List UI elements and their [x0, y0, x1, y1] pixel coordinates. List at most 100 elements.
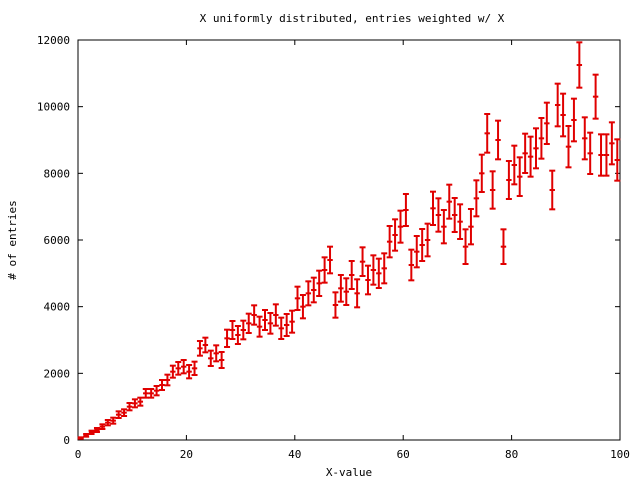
data-point — [164, 373, 171, 387]
data-marks — [77, 41, 621, 440]
x-tick-label: 80 — [505, 448, 518, 461]
data-point — [381, 252, 388, 285]
data-point — [603, 133, 610, 177]
data-point — [408, 248, 415, 282]
data-point — [608, 121, 615, 166]
data-point — [500, 228, 507, 265]
y-tick-label: 4000 — [44, 301, 71, 314]
data-point — [392, 218, 399, 252]
data-point — [229, 320, 236, 340]
y-tick-label: 6000 — [44, 234, 71, 247]
data-point — [142, 388, 149, 399]
data-point — [272, 303, 279, 327]
data-point — [202, 336, 209, 354]
data-point — [446, 183, 453, 220]
data-point — [196, 340, 203, 357]
data-point — [99, 423, 106, 430]
data-point — [359, 246, 366, 277]
data-point — [267, 312, 274, 335]
data-point — [126, 402, 133, 412]
data-point — [251, 304, 258, 326]
data-point — [364, 264, 371, 296]
data-point — [554, 82, 561, 128]
data-point — [614, 138, 621, 182]
data-point — [332, 291, 339, 319]
data-point — [386, 225, 393, 259]
data-point — [321, 256, 328, 284]
x-tick-label: 0 — [75, 448, 82, 461]
data-point — [511, 144, 518, 186]
data-point — [343, 277, 350, 306]
y-axis-label: # of entries — [6, 200, 19, 279]
data-point — [484, 113, 491, 154]
data-point — [110, 416, 117, 425]
data-point — [256, 315, 263, 338]
y-tick-label: 8000 — [44, 167, 71, 180]
data-point — [440, 209, 447, 245]
data-point — [543, 101, 550, 145]
data-point — [283, 313, 290, 337]
data-point — [570, 97, 577, 143]
data-point — [397, 209, 404, 244]
data-point — [598, 133, 605, 177]
x-tick-label: 40 — [288, 448, 301, 461]
data-point — [159, 379, 166, 391]
data-point — [327, 245, 334, 275]
data-point — [148, 388, 155, 399]
data-point — [234, 325, 241, 345]
data-point — [495, 119, 502, 161]
axis-ticks: 0 20 40 60 80 100 0 2000 4000 6000 8000 10000 12000 — [37, 34, 630, 461]
data-point — [294, 285, 301, 311]
data-point — [522, 132, 529, 174]
chart-title: X uniformly distributed, entries weighte… — [200, 12, 505, 25]
data-point — [175, 361, 182, 376]
data-point — [169, 364, 176, 379]
data-point — [451, 197, 458, 233]
data-point — [261, 309, 268, 331]
data-point — [413, 235, 420, 269]
data-point — [115, 410, 122, 419]
data-point — [354, 278, 361, 309]
data-point — [83, 433, 90, 438]
data-point — [213, 344, 220, 363]
data-point — [505, 160, 512, 200]
y-tick-label: 2000 — [44, 367, 71, 380]
data-point — [348, 260, 355, 290]
data-point — [532, 127, 539, 170]
data-point — [430, 190, 437, 226]
data-point — [462, 228, 469, 265]
data-point — [581, 116, 588, 161]
data-point — [191, 360, 198, 376]
data-point — [467, 208, 474, 246]
data-point — [278, 316, 285, 340]
data-point — [516, 156, 523, 197]
data-point — [457, 203, 464, 240]
data-point — [93, 427, 100, 433]
data-point — [402, 193, 409, 227]
data-point — [375, 257, 382, 289]
x-axis-label: X-value — [326, 466, 372, 479]
data-point — [310, 276, 317, 304]
data-point — [224, 328, 231, 348]
x-tick-label: 20 — [180, 448, 193, 461]
data-point — [549, 169, 556, 211]
y-tick-label: 10000 — [37, 101, 70, 114]
data-point — [153, 385, 160, 397]
data-point — [240, 319, 247, 341]
data-point — [186, 364, 193, 380]
data-point — [316, 269, 323, 297]
data-point — [370, 254, 377, 286]
data-point — [478, 153, 485, 193]
data-point — [137, 396, 144, 407]
data-point — [538, 117, 545, 160]
data-point — [565, 125, 572, 169]
data-point — [289, 309, 296, 334]
data-point — [218, 351, 225, 369]
data-point — [180, 359, 187, 375]
data-point — [592, 73, 599, 120]
x-tick-label: 100 — [610, 448, 630, 461]
data-point — [419, 228, 426, 262]
data-point — [77, 436, 84, 440]
data-point — [576, 41, 583, 89]
data-point — [424, 222, 431, 258]
